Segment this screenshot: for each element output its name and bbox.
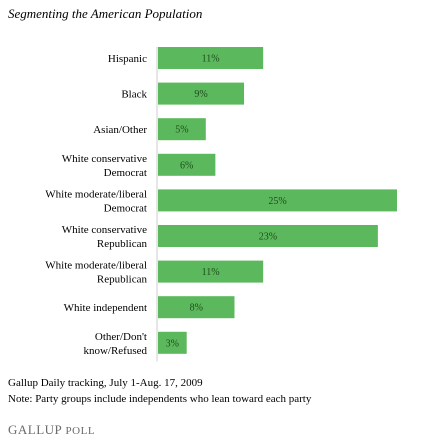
category-label-line: White independent <box>64 302 147 314</box>
category-label: White independent <box>64 302 147 314</box>
value-label: 11% <box>202 54 220 65</box>
bar <box>158 189 397 212</box>
category-label-line: Democrat <box>104 167 147 179</box>
category-label: Other/Don't know/Refused <box>83 331 147 357</box>
source-note: Gallup Daily tracking, July 1-Aug. 17, 2… <box>8 377 203 389</box>
category-label-line: White moderate/liberal <box>45 188 147 200</box>
category-label-line: White moderate/liberal <box>45 260 147 272</box>
value-label: 5% <box>175 125 188 136</box>
category-label-line: Black <box>121 89 147 101</box>
party-note: Note: Party groups include independents … <box>8 393 312 405</box>
category-label-line: Republican <box>97 238 148 250</box>
category-label-line: White conservative <box>62 224 147 236</box>
bar <box>158 260 264 283</box>
category-label-line: Other/Don't <box>95 331 147 343</box>
chart-title: Segmenting the American Population <box>8 6 203 21</box>
category-label-line: Hispanic <box>108 53 147 65</box>
category-label: White conservative Republican <box>62 224 148 250</box>
value-label: 6% <box>180 160 193 171</box>
value-label: 3% <box>166 338 179 349</box>
value-label: 23% <box>259 232 277 243</box>
category-label-line: Asian/Other <box>93 124 147 136</box>
category-label: White moderate/liberal Republican <box>45 260 147 286</box>
bar <box>158 331 187 354</box>
gallup-poll-logo: GALLUP POLL <box>8 422 95 438</box>
category-label: Black <box>121 89 147 101</box>
category-label-line: White conservative <box>62 153 147 165</box>
logo-sub: POLL <box>65 425 96 437</box>
category-label-line: know/Refused <box>83 345 147 357</box>
value-label: 11% <box>202 267 220 278</box>
category-label: White moderate/liberal Democrat <box>45 188 147 214</box>
bar <box>158 82 245 105</box>
value-label: 25% <box>268 196 286 207</box>
logo-main: GALLUP <box>8 422 62 437</box>
value-label: 8% <box>190 303 203 314</box>
category-label-line: Republican <box>97 274 148 286</box>
bar <box>158 225 378 247</box>
bar <box>158 118 206 141</box>
category-label-line: Democrat <box>104 202 147 214</box>
category-label: Hispanic <box>108 53 147 65</box>
category-label: White conservative Democrat <box>62 153 147 179</box>
bar <box>158 153 216 176</box>
bar <box>158 47 264 69</box>
category-label: Asian/Other <box>93 124 147 136</box>
bar <box>158 296 235 319</box>
value-label: 9% <box>194 89 207 100</box>
